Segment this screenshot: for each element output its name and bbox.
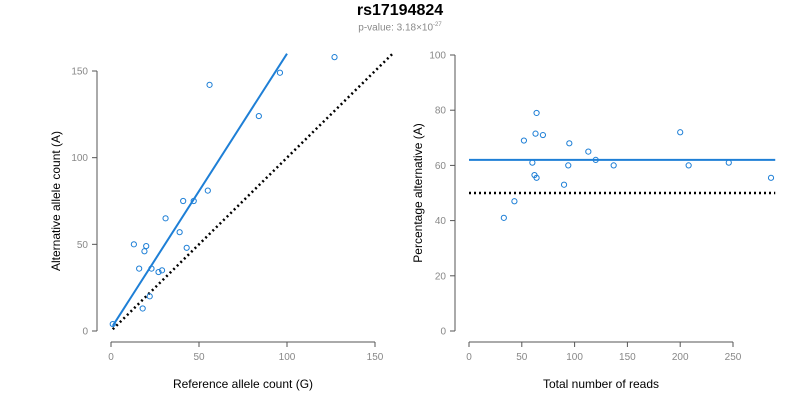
data-point bbox=[162, 215, 169, 222]
y-tick-label: 20 bbox=[435, 271, 447, 282]
plot-1: 0 50 100 150 0 50 100 150 Reference allele count… bbox=[49, 52, 394, 391]
plot-2: 0 50 100 150 200 250 0 20 40 60 80 100 Total number … bbox=[411, 51, 776, 391]
data-point bbox=[500, 214, 507, 221]
chart-title: rs17194824 bbox=[356, 2, 444, 19]
data-point bbox=[190, 197, 197, 205]
x-tick-label: 0 bbox=[108, 352, 114, 363]
pvalue-subtitle: p-value: 3.18×10-27 bbox=[0, 22, 800, 33]
data-point bbox=[539, 131, 547, 139]
data-point bbox=[533, 109, 540, 117]
data-point bbox=[141, 248, 148, 255]
data-point bbox=[677, 129, 684, 136]
data-point bbox=[610, 162, 617, 169]
y-tick-label: 50 bbox=[77, 240, 89, 251]
y-tick-label: 80 bbox=[435, 106, 447, 117]
y-tick-label: 150 bbox=[71, 67, 88, 78]
reference-line bbox=[111, 52, 394, 331]
x-tick-label: 200 bbox=[672, 352, 689, 363]
x-tick-label: 50 bbox=[193, 352, 205, 363]
pvalue-exponent: -27 bbox=[433, 22, 442, 28]
data-point bbox=[767, 174, 775, 181]
data-point bbox=[180, 197, 187, 205]
x-axis-label: Reference allele count (G) bbox=[173, 377, 313, 391]
x-tick-label: 100 bbox=[566, 352, 583, 363]
data-point bbox=[136, 265, 143, 272]
data-point bbox=[176, 229, 183, 236]
y-tick-label: 0 bbox=[440, 327, 446, 338]
data-point bbox=[204, 187, 211, 194]
data-point bbox=[565, 162, 572, 169]
data-point bbox=[155, 268, 162, 276]
data-point bbox=[566, 140, 573, 147]
y-axis-label: Alternative allele count (A) bbox=[49, 131, 63, 271]
y-tick-label: 100 bbox=[71, 153, 88, 164]
y-tick-label: 100 bbox=[429, 51, 446, 62]
data-point bbox=[685, 162, 692, 169]
data-point bbox=[560, 181, 568, 188]
x-axis-label: Total number of reads bbox=[543, 377, 659, 391]
data-point bbox=[511, 198, 518, 205]
x-tick-label: 150 bbox=[367, 352, 384, 363]
data-point bbox=[139, 305, 146, 312]
data-point bbox=[148, 265, 155, 272]
y-tick-label: 40 bbox=[435, 216, 447, 227]
pvalue-text: p-value: 3.18×10 bbox=[358, 22, 434, 34]
data-point bbox=[520, 137, 528, 144]
data-point bbox=[592, 156, 599, 163]
y-tick-label: 0 bbox=[82, 327, 88, 338]
data-point bbox=[533, 174, 540, 181]
data-point bbox=[532, 130, 539, 137]
data-point bbox=[725, 159, 732, 166]
x-tick-label: 0 bbox=[466, 352, 472, 363]
data-point bbox=[206, 81, 213, 88]
y-axis-label: Percentage alternative (A) bbox=[411, 123, 425, 262]
data-point bbox=[585, 148, 592, 155]
data-point bbox=[183, 244, 190, 251]
data-point bbox=[529, 159, 536, 166]
fit-line bbox=[111, 53, 288, 327]
data-point bbox=[143, 242, 150, 250]
data-point bbox=[146, 293, 153, 300]
x-tick-label: 100 bbox=[279, 352, 296, 363]
data-point bbox=[255, 112, 262, 120]
data-point bbox=[331, 54, 338, 61]
x-tick-label: 150 bbox=[619, 352, 636, 363]
y-tick-label: 60 bbox=[435, 161, 447, 172]
data-point bbox=[109, 320, 116, 328]
data-point bbox=[130, 241, 137, 248]
x-tick-label: 250 bbox=[725, 352, 742, 363]
x-tick-label: 50 bbox=[516, 352, 528, 363]
data-point bbox=[276, 69, 284, 76]
data-point bbox=[158, 267, 166, 274]
